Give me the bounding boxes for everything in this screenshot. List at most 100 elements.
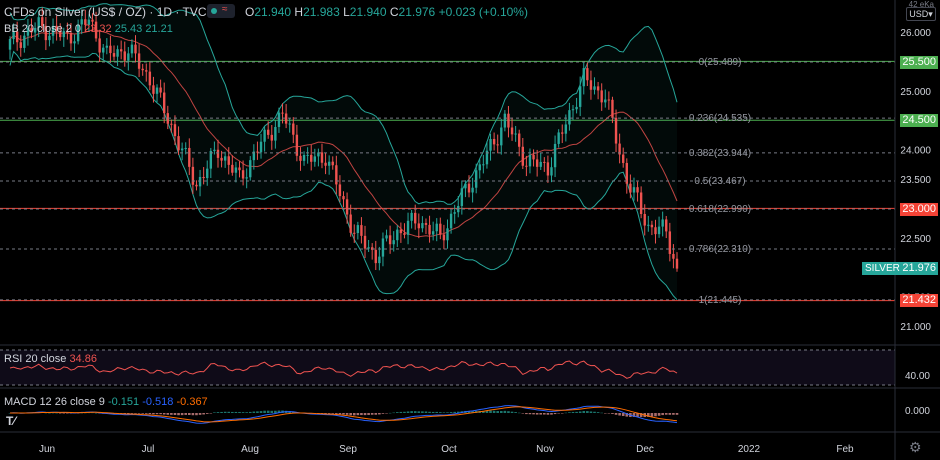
macd-histogram-bar <box>589 411 593 413</box>
candle-body <box>234 167 238 173</box>
interval-label[interactable]: 1D <box>156 5 173 19</box>
macd-histogram-bar <box>392 412 396 414</box>
macd-histogram-bar <box>406 411 410 413</box>
macd-histogram-bar <box>600 412 603 414</box>
candle-body <box>611 99 614 118</box>
macd-histogram-bar <box>543 413 546 415</box>
macd-histogram-bar <box>349 413 352 416</box>
candle-body <box>482 164 485 166</box>
price-tag-25500: 25.500 <box>900 56 938 69</box>
candle-body <box>399 229 403 234</box>
candle-body <box>356 225 360 234</box>
macd-legend[interactable]: MACD 12 26 close 9 -0.151 -0.518 -0.367 <box>4 396 208 408</box>
candle-body <box>650 224 654 228</box>
candle-body <box>202 176 205 179</box>
time-tick-label: Jul <box>142 444 155 455</box>
macd-histogram-bar <box>238 411 241 413</box>
candle-body <box>191 166 195 185</box>
fib-level-label: 0.618(22.990) <box>689 204 751 215</box>
candle-body <box>256 151 259 153</box>
candle-body <box>661 219 664 227</box>
macd-histogram-bar <box>532 413 535 415</box>
candle-body <box>492 138 496 145</box>
macd-histogram-bar <box>162 413 166 415</box>
candle-body <box>173 124 177 137</box>
candle-body <box>342 196 345 200</box>
candle-body <box>385 235 388 239</box>
macd-histogram-bar <box>661 413 664 416</box>
macd-histogram-bar <box>91 412 94 414</box>
candle-body <box>414 212 417 224</box>
candle-body <box>209 150 213 169</box>
candle-body <box>446 228 449 241</box>
candle-body <box>84 19 87 25</box>
candle-body <box>102 47 105 53</box>
macd-histogram-bar <box>335 413 338 414</box>
macd-histogram-bar <box>388 412 392 414</box>
source-label: TVC <box>182 5 207 19</box>
candle-body <box>198 176 202 187</box>
macd-histogram-bar <box>550 413 553 415</box>
candle-body <box>485 150 489 165</box>
candle-body <box>26 28 30 36</box>
candle-body <box>421 223 424 229</box>
macd-histogram-bar <box>607 413 611 414</box>
macd-histogram-bar <box>496 411 499 413</box>
macd-histogram-bar <box>170 413 173 415</box>
symbol-title[interactable]: CFDs on Silver (US$ / OZ) <box>4 5 147 19</box>
macd-histogram-bar <box>625 413 629 417</box>
macd-histogram-bar <box>51 412 55 414</box>
candle-body <box>37 17 40 28</box>
candle-body <box>525 165 528 167</box>
macd-histogram-bar <box>582 410 586 413</box>
tradingview-logo-icon[interactable]: T⁄ <box>6 414 16 428</box>
gear-icon[interactable]: ⚙ <box>909 439 922 455</box>
candle-body <box>543 161 546 163</box>
macd-histogram-bar <box>356 413 360 416</box>
macd-histogram-bar <box>611 413 614 414</box>
candle-body <box>561 132 564 134</box>
candle-body <box>141 68 144 71</box>
macd-histogram-bar <box>571 411 575 413</box>
candle-body <box>460 188 464 206</box>
candle-body <box>467 183 471 193</box>
macd-histogram-bar <box>564 412 568 414</box>
fib-level-label: 1(21.445) <box>699 295 742 306</box>
candle-body <box>98 38 101 53</box>
candle-body <box>94 21 98 39</box>
candle-body <box>66 31 69 33</box>
macd-histogram-bar <box>503 410 507 413</box>
candle-body <box>582 68 585 87</box>
currency-selector[interactable]: USD▾ <box>906 7 936 21</box>
candle-body <box>170 123 173 125</box>
candle-body <box>123 51 126 61</box>
candle-body <box>392 240 395 245</box>
candle-body <box>546 162 550 176</box>
visibility-toggle-button[interactable]: ≈ <box>207 4 235 18</box>
eye-dot-icon <box>211 8 217 14</box>
bb-legend[interactable]: BB 20 close 2 0 23.32 25.43 21.21 <box>4 23 173 35</box>
candle-body <box>474 170 478 188</box>
rsi-legend[interactable]: RSI 20 close 34.86 <box>4 353 97 365</box>
candle-body <box>503 113 507 128</box>
candle-body <box>137 53 141 69</box>
macd-histogram-bar <box>188 413 191 415</box>
candle-body <box>80 19 83 25</box>
candle-body <box>345 199 349 215</box>
macd-histogram-bar <box>291 411 295 413</box>
macd-histogram-bar <box>668 413 672 415</box>
macd-histogram-bar <box>417 411 421 413</box>
macd-histogram-bar <box>327 413 331 414</box>
macd-histogram-bar <box>413 411 417 413</box>
candle-body <box>596 86 600 91</box>
macd-histogram-bar <box>632 413 636 417</box>
candle-body <box>317 152 320 157</box>
macd-histogram-bar <box>241 412 245 413</box>
candle-body <box>550 167 553 176</box>
time-tick-label: Oct <box>441 444 457 455</box>
macd-histogram-bar <box>471 411 474 413</box>
last-price-tag: 21.976 <box>900 262 938 275</box>
candle-body <box>155 87 159 94</box>
candle-body <box>313 156 317 162</box>
